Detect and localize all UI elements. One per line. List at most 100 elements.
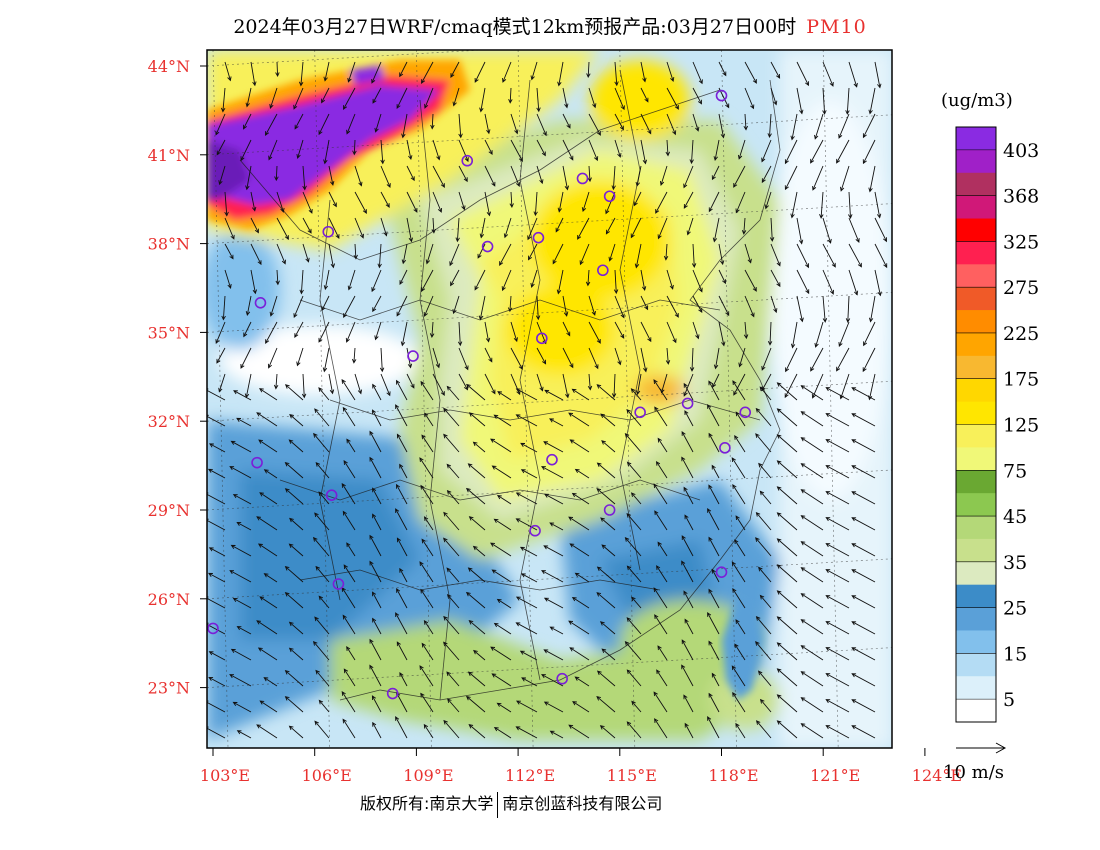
wind-arrow [732,380,746,401]
wind-arrow [341,378,356,401]
wind-arrow [800,385,824,401]
wind-arrow [862,113,876,139]
wind-arrow [490,646,512,661]
wind-arrow [275,269,280,286]
wind-arrow [626,513,642,531]
wind-arrow [626,617,642,635]
wind-arrow [419,561,434,583]
colorbar-swatch [956,447,996,471]
wind-arrow [743,113,749,131]
wind-arrow [224,191,229,217]
wind-arrow [208,547,226,557]
wind-arrow [447,698,460,713]
wind-arrow [735,411,746,427]
wind-arrow [571,596,590,609]
wind-arrow [395,508,408,531]
wind-arrow [274,165,279,182]
wind-arrow [614,87,625,111]
wind-arrow [379,347,385,373]
wind-arrow [681,431,694,453]
wind-arrow [718,61,727,77]
wind-arrow [207,468,226,479]
wind-arrow [467,463,486,479]
wind-arrow [369,664,382,687]
wind-arrow [770,269,781,288]
colorbar-swatch [956,493,996,517]
wind-arrow [653,483,668,505]
wind-arrow [288,725,304,739]
wind-arrow [574,572,590,583]
colorbar-swatch [956,699,996,723]
wind-arrow [635,165,642,187]
wind-arrow [851,465,876,479]
wind-arrow [825,439,850,453]
wind-arrow [640,269,647,291]
colorbar-label: 175 [1003,369,1039,391]
wind-arrow [314,720,330,739]
wind-arrow [377,243,382,269]
wind-arrow [432,191,443,213]
wind-arrow [396,641,408,661]
wind-arrow [423,619,434,635]
wind-arrow [256,412,278,427]
wind-arrow [825,699,850,713]
wind-arrow [468,620,486,635]
wind-arrow [288,439,304,453]
city-marker [461,154,474,167]
wind-arrow [654,406,668,427]
wind-arrow [396,483,408,505]
wind-arrow [491,465,512,479]
wind-arrow [458,113,463,139]
wind-arrow [562,113,571,129]
wind-arrow [825,621,850,635]
wind-arrow [493,414,512,427]
wind-arrow [800,541,824,557]
wind-arrow [549,418,564,427]
wind-arrow [759,594,772,609]
colorbar-swatch [956,378,996,403]
wind-arrow [315,565,330,583]
wind-arrow [785,347,798,373]
wind-arrow [296,139,304,159]
wind-arrow [315,669,330,687]
wind-arrow [741,217,747,235]
wind-arrow [296,347,304,367]
wind-arrow [236,417,252,427]
wind-arrow [269,295,278,317]
wind-arrow [369,534,382,557]
wind-arrow [851,543,876,557]
wind-arrow [263,469,278,479]
wind-arrow [419,665,434,687]
wind-arrow [446,594,460,609]
wind-arrow [611,165,616,191]
wind-arrow [562,295,569,317]
city-marker [603,190,616,203]
wind-arrow [380,373,391,397]
colorbar-label: 15 [1003,643,1027,665]
wind-arrow [259,596,278,609]
wind-arrow [536,373,544,392]
wind-arrow [423,516,434,531]
lat-gridline [207,114,892,156]
wind-arrow [825,595,850,609]
wind-arrow [258,439,278,453]
wind-arrow [758,462,772,479]
wind-arrow [543,441,564,453]
wind-arrow [401,243,408,265]
wind-arrow [313,432,330,453]
wind-arrow [755,433,772,453]
wind-arrow [776,538,798,557]
colorbar-swatch [956,584,996,609]
wind-arrow [663,243,669,261]
wind-arrow [776,668,798,687]
wind-arrow [784,139,798,165]
wind-arrow [257,543,278,557]
wind-arrow [369,456,382,479]
wind-arrow [265,321,278,344]
city-marker [634,406,646,419]
city-markers [207,89,752,700]
wind-arrow [323,61,330,82]
chart-title: 2024年03月27日WRF/cmaq模式12km预报产品:03月27日00时 P… [0,12,1100,39]
wind-arrow [372,383,382,401]
wind-arrow [429,321,435,338]
